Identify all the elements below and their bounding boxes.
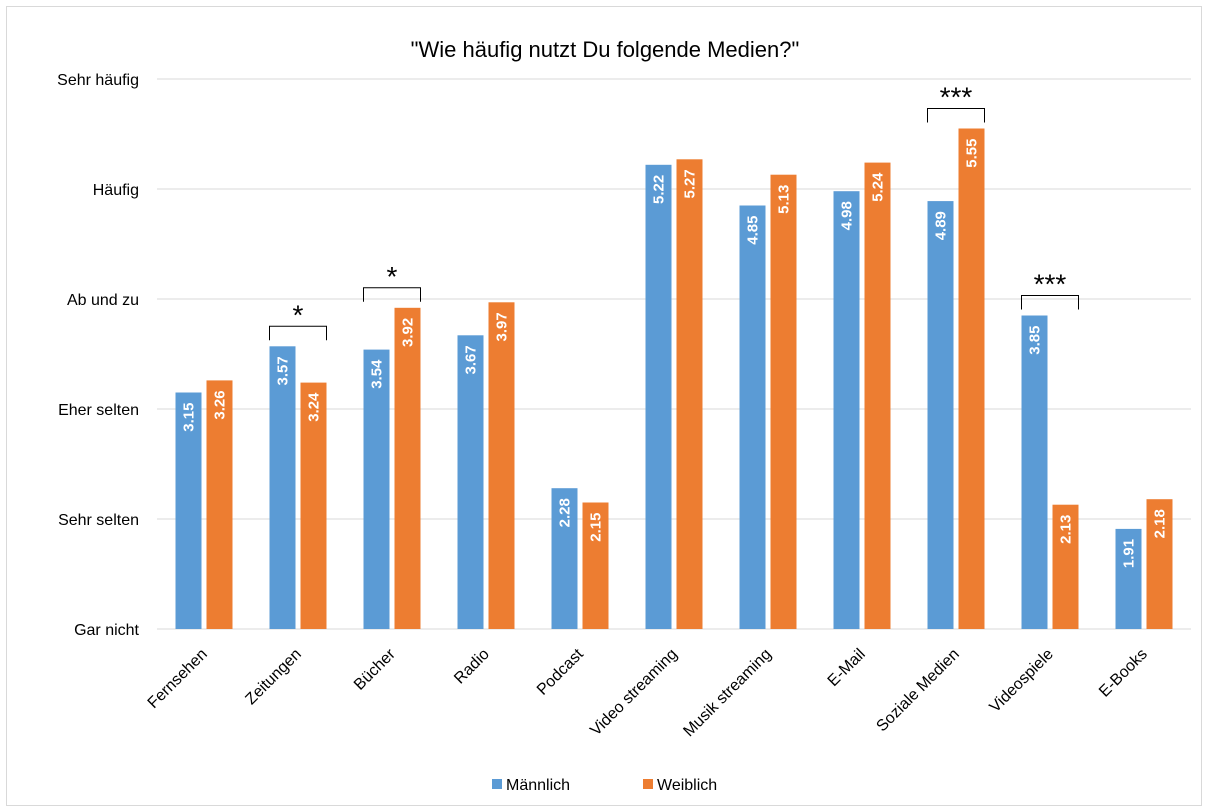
data-label: 3.97 — [494, 312, 511, 341]
chart-title: "Wie häufig nutzt Du folgende Medien?" — [411, 37, 800, 62]
bar-weiblich — [582, 502, 609, 629]
data-label: 3.54 — [369, 359, 386, 389]
x-tick-label: Zeitungen — [242, 646, 304, 708]
data-label: 3.57 — [275, 356, 292, 385]
y-tick-label: Ab und zu — [67, 292, 139, 309]
data-label: 3.24 — [306, 392, 323, 422]
x-tick-label: Radio — [451, 646, 493, 688]
data-labels: 3.15 3.26 3.57 3.24 3.54 3.92 3.67 3.97 2.28 2.15… — [181, 139, 1169, 569]
bar-weiblich — [770, 174, 797, 629]
data-label: 2.13 — [1058, 515, 1075, 544]
bar-weiblich — [488, 302, 515, 629]
bar-chart: "Wie häufig nutzt Du folgende Medien?" G… — [57, 37, 1191, 794]
legend-label-maennlich: Männlich — [506, 777, 570, 794]
data-label: 3.15 — [181, 403, 198, 432]
significance-label: *** — [1034, 269, 1067, 300]
data-label: 5.13 — [776, 185, 793, 214]
data-label: 2.18 — [1152, 509, 1169, 538]
y-tick-label: Häufig — [93, 182, 139, 199]
legend: Männlich Weiblich — [492, 777, 717, 794]
bar-maennlich — [645, 164, 672, 630]
data-label: 5.22 — [651, 175, 668, 204]
y-tick-label: Gar nicht — [74, 622, 139, 639]
bar-weiblich — [676, 159, 703, 630]
bar-maennlich — [269, 346, 296, 629]
x-axis-labels: Fernsehen Zeitungen Bücher Radio Podcast Vide… — [145, 645, 1151, 740]
bar-weiblich — [1052, 504, 1079, 629]
legend-swatch-weiblich — [643, 779, 653, 789]
x-tick-label: Video streaming — [587, 646, 681, 740]
data-label: 5.55 — [964, 139, 981, 168]
bar-maennlich — [1021, 315, 1048, 629]
bar-maennlich — [175, 392, 202, 629]
significance-bracket — [269, 325, 327, 341]
legend-label-weiblich: Weiblich — [657, 777, 717, 794]
bar-maennlich — [1115, 528, 1142, 629]
chart-frame: "Wie häufig nutzt Du folgende Medien?" G… — [6, 6, 1202, 806]
bar-weiblich — [206, 380, 233, 629]
x-tick-label: Podcast — [534, 645, 587, 698]
data-label: 4.85 — [745, 216, 762, 245]
x-tick-label: Videospiele — [987, 646, 1057, 716]
bar-weiblich — [958, 128, 985, 629]
data-label: 1.91 — [1121, 539, 1138, 568]
significance-markers: ******** — [269, 82, 1079, 341]
data-label: 2.15 — [588, 513, 605, 542]
x-tick-label: E-Mail — [825, 646, 869, 690]
bar-maennlich — [551, 488, 578, 629]
y-tick-label: Eher selten — [58, 402, 139, 419]
bar-weiblich — [394, 307, 421, 629]
bar-weiblich — [300, 382, 327, 629]
significance-bracket — [927, 108, 985, 123]
data-label: 4.98 — [839, 201, 856, 230]
data-label: 3.85 — [1027, 326, 1044, 355]
x-tick-label: E-Books — [1096, 646, 1151, 701]
bar-maennlich — [927, 201, 954, 629]
significance-label: *** — [940, 82, 973, 113]
bar-weiblich — [864, 162, 891, 629]
significance-label: * — [293, 299, 304, 330]
x-tick-label: Soziale Medien — [873, 646, 962, 735]
significance-bracket — [363, 287, 421, 302]
bar-maennlich — [739, 205, 766, 629]
bar-weiblich — [1146, 499, 1173, 629]
data-label: 3.67 — [463, 345, 480, 374]
x-tick-label: Bücher — [351, 645, 399, 693]
legend-swatch-maennlich — [492, 779, 502, 789]
x-tick-label: Musik streaming — [680, 646, 774, 740]
bar-maennlich — [833, 191, 860, 629]
x-tick-label: Fernsehen — [145, 646, 211, 712]
y-axis-labels: Gar nicht Sehr selten Eher selten Ab und zu… — [57, 72, 139, 639]
gridlines — [157, 78, 1191, 630]
significance-label: * — [387, 261, 398, 292]
bar-maennlich — [363, 349, 390, 629]
bar-maennlich — [457, 335, 484, 629]
y-tick-label: Sehr häufig — [57, 72, 139, 89]
significance-bracket — [1021, 295, 1079, 310]
data-label: 3.92 — [400, 318, 417, 347]
bars — [175, 128, 1173, 630]
data-label: 3.26 — [212, 390, 229, 419]
data-label: 4.89 — [933, 211, 950, 240]
data-label: 2.28 — [557, 498, 574, 527]
data-label: 5.27 — [682, 169, 699, 198]
y-tick-label: Sehr selten — [58, 512, 139, 529]
data-label: 5.24 — [870, 172, 887, 202]
